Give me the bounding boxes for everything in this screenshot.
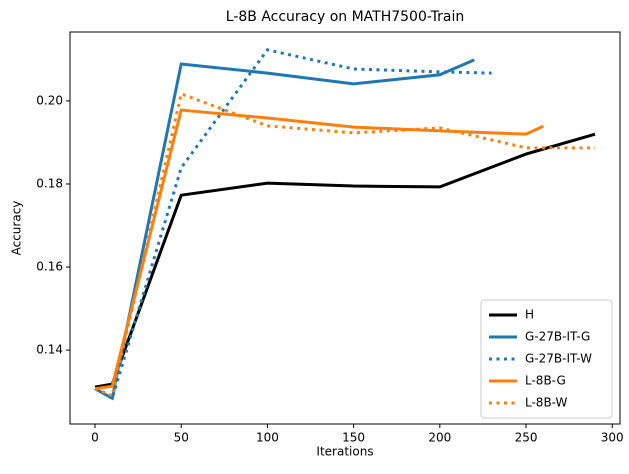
legend-label: H	[525, 308, 534, 322]
legend-label: L-8B-W	[525, 396, 568, 410]
x-tick-label: 200	[428, 431, 451, 445]
y-tick-label: 0.16	[36, 260, 63, 274]
series-line	[94, 132, 596, 389]
x-tick-label: 150	[342, 431, 365, 445]
series-line	[94, 48, 492, 401]
x-tick-label: 250	[515, 431, 538, 445]
y-tick-label: 0.20	[36, 93, 63, 107]
x-tick-label: 100	[256, 431, 279, 445]
plot-frame	[69, 31, 621, 425]
series-line	[94, 58, 475, 401]
x-axis-label: Iterations	[316, 445, 373, 459]
legend-label: L-8B-G	[525, 374, 566, 388]
y-axis-label: Accuracy	[10, 201, 24, 256]
series-line	[94, 91, 595, 398]
x-tick-label: 0	[91, 431, 99, 445]
x-tick-label: 50	[174, 431, 189, 445]
legend-box	[480, 299, 613, 419]
y-tick-label: 0.18	[36, 176, 63, 190]
x-tick-label: 300	[601, 431, 624, 445]
legend-label: G-27B-IT-W	[525, 352, 592, 366]
y-tick-label: 0.14	[36, 343, 63, 357]
legend-label: G-27B-IT-G	[525, 330, 590, 344]
chart-title: L-8B Accuracy on MATH7500-Train	[226, 9, 464, 25]
